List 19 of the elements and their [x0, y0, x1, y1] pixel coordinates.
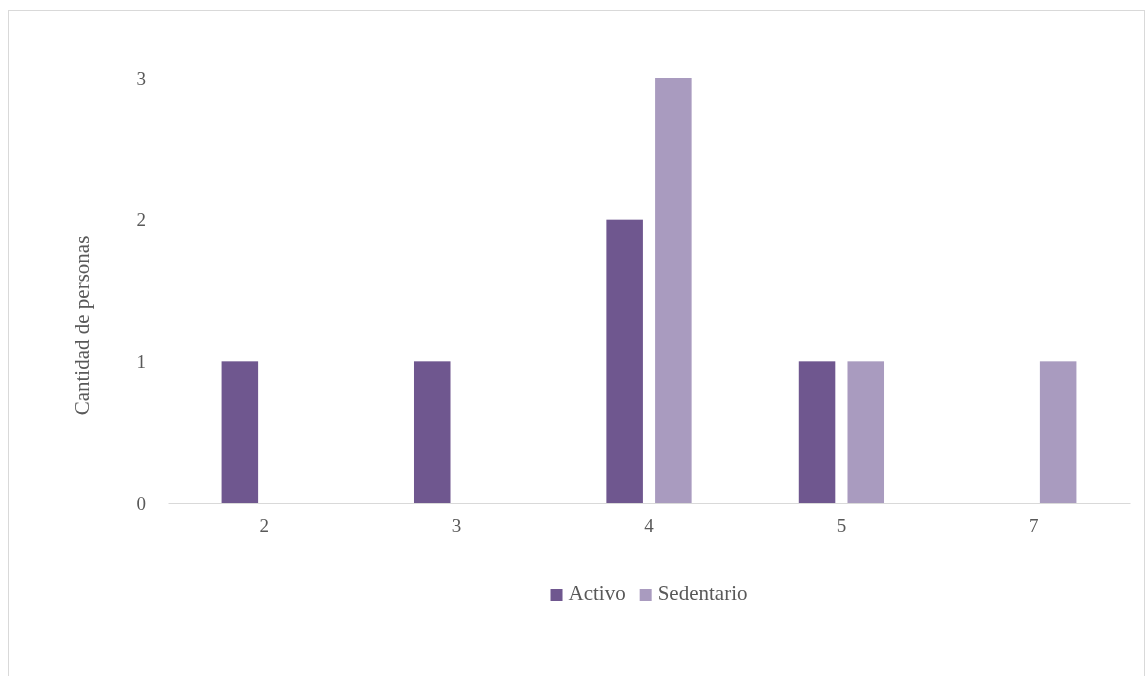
x-tick-label: 5 [836, 515, 847, 537]
x-tick-label: 7 [1029, 515, 1039, 537]
y-tick-label: 1 [136, 350, 146, 372]
legend-label: Activo [568, 581, 626, 605]
legend-label: Sedentario [657, 581, 748, 605]
y-tick-label: 3 [136, 67, 146, 89]
x-tick-label: 2 [259, 515, 269, 537]
bar [798, 361, 836, 503]
x-tick-label: 3 [451, 515, 462, 537]
y-tick-label: 2 [136, 209, 146, 231]
bar [847, 361, 885, 503]
bar [413, 361, 451, 503]
bar [606, 219, 643, 503]
y-axis-title: Cantidad de personas [70, 235, 94, 416]
y-tick-label: 0 [136, 492, 146, 514]
bar [655, 78, 692, 503]
bar [221, 361, 259, 503]
x-tick-label: 4 [644, 515, 655, 537]
bar [1039, 361, 1077, 503]
